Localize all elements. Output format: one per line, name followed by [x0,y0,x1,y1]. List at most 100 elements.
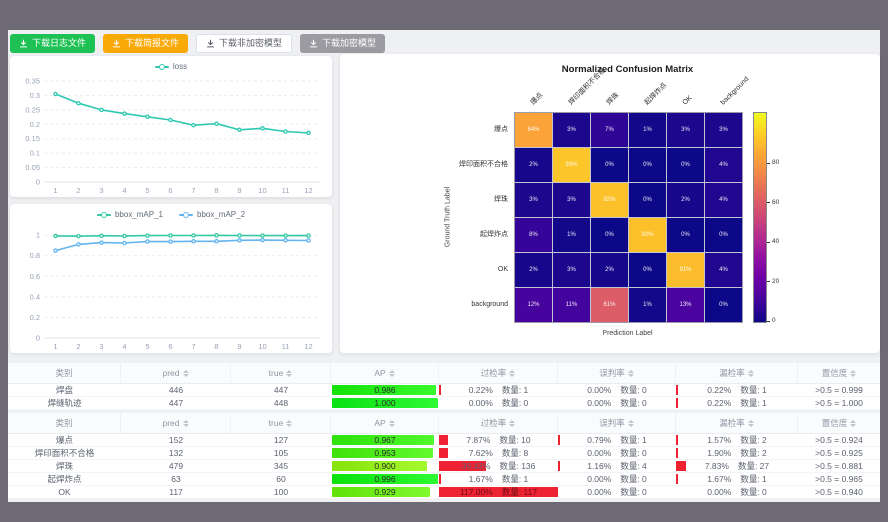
cm-cell: 11% [553,288,590,322]
miss-rate-cell: 0.22% 数量: 1 [676,397,798,409]
column-header-3[interactable]: AP [331,363,439,383]
ap-bar [332,398,438,408]
sort-caret-icon[interactable] [627,369,634,377]
miss-rate-cell: 1.67% 数量: 1 [676,473,798,485]
column-header-7[interactable]: 置信度 [798,413,880,433]
download-encrypted-model-button[interactable]: 下载加密模型 [300,34,386,53]
cm-cell: 3% [553,113,590,147]
column-header-4[interactable]: 过检率 [439,363,558,383]
column-header-6[interactable]: 漏检率 [676,413,798,433]
legend-line-icon [96,211,111,218]
confusion-matrix-card: Normalized Confusion Matrix 84% 3% 7% 1% 3% 3%… [340,54,880,353]
sort-caret-icon[interactable] [388,369,395,377]
cm-cell: 84% [515,113,552,147]
confidence-cell: >0.5 = 0.965 [815,474,863,484]
table-header-row: 类别 pred true AP 过检率 误判率 漏检率 置信度 [8,413,880,434]
table-header-row: 类别 pred true AP 过检率 误判率 漏检率 置信度 [8,363,880,384]
pred-cell: 152 [168,435,184,445]
cm-row-label: 焊珠 [494,196,508,203]
class-name-cell: 起焊炸点 [47,474,82,484]
column-header-label: true [268,368,284,378]
column-header-label: AP [374,368,386,378]
svg-text:10: 10 [258,342,266,351]
column-header-3[interactable]: AP [331,413,439,433]
ap-value: 0.953 [374,448,396,458]
sort-caret-icon[interactable] [850,369,857,377]
cm-cell: 0% [591,218,628,252]
class-name-cell: OK [58,487,71,497]
ap-bar [332,461,428,471]
cm-cell: 61% [591,288,628,322]
column-header-5[interactable]: 误判率 [558,413,676,433]
svg-text:0.2: 0.2 [30,120,40,129]
column-header-5[interactable]: 误判率 [558,363,676,383]
legend-item[interactable]: bbox_mAP_1 [96,210,163,219]
rate-bar [439,487,558,497]
download-log-button[interactable]: 下载日志文件 [10,34,96,53]
column-header-7[interactable]: 置信度 [798,363,880,383]
cm-cell: 3% [515,183,552,217]
sort-caret-icon[interactable] [627,419,634,427]
miss-rate-cell: 1.90% 数量: 2 [676,447,798,459]
column-header-label: 误判率 [599,418,625,428]
sort-caret-icon[interactable] [286,369,293,377]
cm-cell: 4% [705,183,742,217]
loss-chart-card: loss 0 0.05 0.1 0.15 0.2 0.25 0.3 0.35 1 2 3 4 5 6 7 8 9 1… [10,56,332,197]
download-plain-model-button[interactable]: 下载非加密模型 [196,34,293,53]
cm-cell: 0% [629,253,666,287]
sort-caret-icon[interactable] [747,419,754,427]
ap-cell: 0.929 [331,486,439,498]
svg-text:3: 3 [99,186,103,195]
download-report-button[interactable]: 下载简报文件 [103,34,189,53]
column-header-label: pred [162,368,180,378]
cm-cell: 2% [515,148,552,182]
miss-rate-cell: 0.22% 数量: 1 [676,384,798,396]
legend-item[interactable]: bbox_mAP_2 [179,210,245,219]
column-header-label: 过检率 [480,368,507,378]
svg-text:0.15: 0.15 [25,134,40,143]
column-header-4[interactable]: 过检率 [439,413,558,433]
ap-bar [332,474,438,484]
cm-cell: 91% [667,253,704,287]
column-header-2[interactable]: true [231,363,331,383]
column-header-6[interactable]: 漏检率 [676,363,798,383]
confidence-cell: >0.5 = 0.999 [815,385,863,395]
y-axis-label: Ground Truth Label [444,186,452,247]
colorbar-tick [767,202,770,204]
column-header-2[interactable]: true [231,413,331,433]
ap-value: 0.967 [374,435,396,445]
ap-cell: 1.000 [331,397,439,409]
svg-text:6: 6 [168,342,172,351]
svg-text:11: 11 [282,342,290,351]
sort-caret-icon[interactable] [509,369,516,377]
legend-item[interactable]: loss [154,62,187,71]
colorbar-tick-label: 60 [772,198,780,206]
pred-cell: 63 [171,474,181,484]
sort-caret-icon[interactable] [182,369,189,377]
cm-col-label: 爆点 [529,91,544,107]
class-name-cell: 焊缝轨迹 [47,398,82,408]
column-header-1[interactable]: pred [121,363,231,383]
svg-text:12: 12 [304,186,312,195]
sort-caret-icon[interactable] [182,419,189,427]
cm-cell: 0% [705,288,742,322]
svg-text:1: 1 [36,231,40,240]
svg-text:2: 2 [76,342,80,351]
chart-title: Normalized Confusion Matrix [561,64,694,75]
ap-bar [332,487,431,497]
sort-caret-icon[interactable] [747,369,754,377]
sort-caret-icon[interactable] [388,419,395,427]
cm-row-label: 爆点 [494,126,508,133]
svg-text:3: 3 [99,342,103,351]
cm-cell: 2% [591,253,628,287]
ap-cell: 0.986 [331,384,439,396]
ap-bar [332,435,435,445]
column-header-1[interactable]: pred [121,413,231,433]
pred-cell: 132 [168,448,184,458]
sort-caret-icon[interactable] [509,419,516,427]
svg-text:5: 5 [145,342,149,351]
cm-cell: 3% [705,113,742,147]
sort-caret-icon[interactable] [850,419,857,427]
cm-cell: 4% [705,148,742,182]
sort-caret-icon[interactable] [286,419,293,427]
